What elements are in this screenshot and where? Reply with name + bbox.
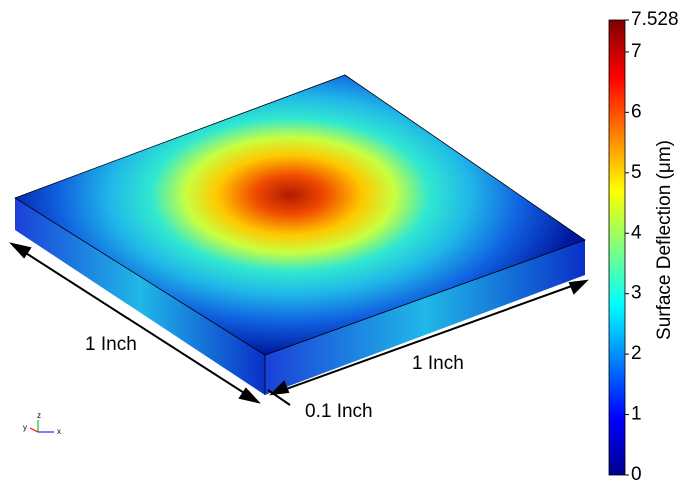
tick-label: 2: [631, 343, 642, 364]
axis-label: y: [23, 423, 27, 432]
tick-label: 0: [631, 464, 642, 485]
tick-label: 7: [631, 41, 642, 62]
tick-label: 1: [631, 404, 642, 425]
axis-label: x: [57, 427, 61, 436]
colorbar: [609, 20, 625, 475]
dimension-label: 0.1 Inch: [305, 401, 373, 422]
tick-label: 4: [631, 222, 642, 243]
axis-label: z: [37, 411, 41, 420]
dimension-label: 1 Inch: [85, 334, 137, 355]
tick-label: 3: [631, 283, 642, 304]
colorbar-label: Surface Deflection (μm): [654, 140, 675, 340]
figure: 1 Inch 1 Inch 0.1 Inch z x y 0 1 2 3 4 5 6 7 7.5…: [0, 0, 690, 486]
tick-label: 5: [631, 162, 642, 183]
tick-label: 6: [631, 101, 642, 122]
axes-triad: z x y: [23, 411, 61, 436]
dimension-label: 1 Inch: [412, 353, 464, 374]
tick-label: 7.528: [631, 9, 679, 30]
